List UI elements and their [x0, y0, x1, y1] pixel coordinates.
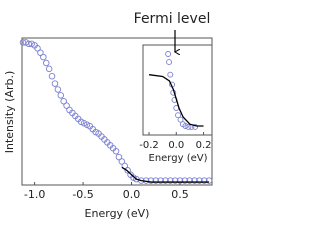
data-point	[60, 97, 67, 105]
x-tick-label: 0.0	[123, 188, 141, 201]
data-point	[42, 59, 50, 67]
data-point	[186, 177, 193, 184]
data-point	[177, 116, 184, 123]
data-point	[157, 177, 164, 184]
data-point	[51, 80, 59, 87]
fit-line	[148, 74, 204, 127]
data-point	[167, 177, 174, 184]
inset-x-axis-label: Energy (eV)	[149, 153, 208, 164]
data-point	[63, 102, 70, 109]
data-point	[118, 158, 126, 165]
data-point	[196, 177, 203, 184]
data-point	[167, 71, 174, 78]
data-point	[19, 39, 27, 46]
x-axis-label: Energy (eV)	[85, 207, 150, 220]
data-point	[45, 65, 53, 73]
data-point	[25, 40, 33, 48]
data-point	[152, 177, 160, 184]
data-point	[191, 177, 198, 184]
x-tick-label: 0.0	[168, 140, 184, 151]
data-point	[185, 123, 192, 130]
fit-line	[121, 166, 210, 183]
figure: Fermi level Energy (eV) Intensity (Arb.)…	[3, 11, 213, 220]
inset-frame	[142, 44, 213, 136]
data-point	[166, 59, 172, 66]
annotation: Fermi level	[134, 11, 211, 27]
data-point	[182, 123, 189, 129]
data-point	[175, 112, 181, 119]
data-point	[200, 177, 208, 184]
data-point	[171, 177, 179, 184]
data-point	[34, 45, 41, 52]
x-tick-label: 0.2	[196, 140, 212, 151]
data-point	[205, 177, 213, 184]
x-tick-label: 0.5	[171, 188, 189, 201]
x-tick-label: -0.2	[139, 140, 159, 151]
data-point	[147, 177, 155, 184]
data-point	[54, 86, 62, 93]
data-point	[37, 49, 44, 56]
data-point	[176, 177, 184, 184]
data-point	[115, 153, 123, 161]
data-point	[57, 92, 65, 99]
data-point	[165, 51, 172, 57]
data-point	[124, 167, 131, 174]
data-point	[112, 147, 120, 155]
data-point	[40, 53, 47, 61]
data-point	[162, 177, 169, 184]
x-tick-label: -0.5	[72, 188, 93, 201]
data-point	[192, 123, 199, 130]
data-point	[181, 177, 189, 184]
data-point	[48, 72, 56, 80]
x-tick-label: -1.0	[24, 188, 45, 201]
y-axis-label: Intensity (Arb.)	[3, 71, 16, 153]
